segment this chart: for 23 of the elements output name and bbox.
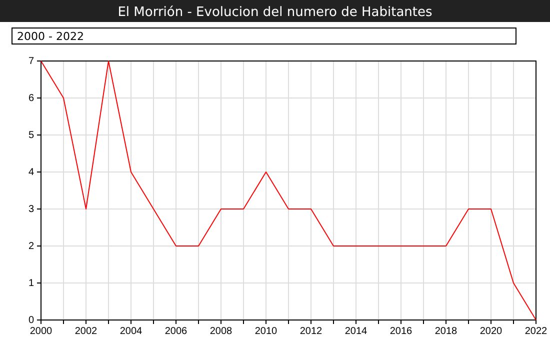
y-tick-label: 0: [28, 315, 34, 326]
x-tick-label: 2018: [434, 326, 458, 338]
y-tick-label: 4: [28, 167, 34, 178]
x-tick-label: 2000: [30, 326, 53, 338]
x-tick-label: 2010: [254, 326, 278, 338]
x-tick-label: 2020: [480, 326, 503, 338]
x-tick-label: 2002: [74, 326, 98, 338]
x-tick-label: 2006: [164, 326, 188, 338]
y-tick-label: 1: [28, 278, 34, 290]
y-tick-label: 6: [28, 93, 34, 104]
y-tick-label: 2: [28, 241, 34, 252]
text: 2000 - 2022: [17, 30, 84, 43]
x-tick-label: 2004: [120, 326, 143, 338]
x-tick-label: 2012: [300, 326, 323, 338]
chart-title: El Morrión - Evolucion del numero de Habitantes: [118, 5, 433, 20]
y-tick-label: 3: [28, 204, 34, 216]
x-tick-label: 2016: [390, 326, 413, 338]
line-series: [40, 60, 536, 320]
y-tick-label: 5: [28, 130, 34, 142]
x-tick-label: 2022: [524, 326, 548, 338]
y-tick-label: 7: [28, 56, 34, 68]
x-tick-label: 2014: [344, 326, 368, 338]
x-tick-label: 2008: [210, 326, 233, 338]
